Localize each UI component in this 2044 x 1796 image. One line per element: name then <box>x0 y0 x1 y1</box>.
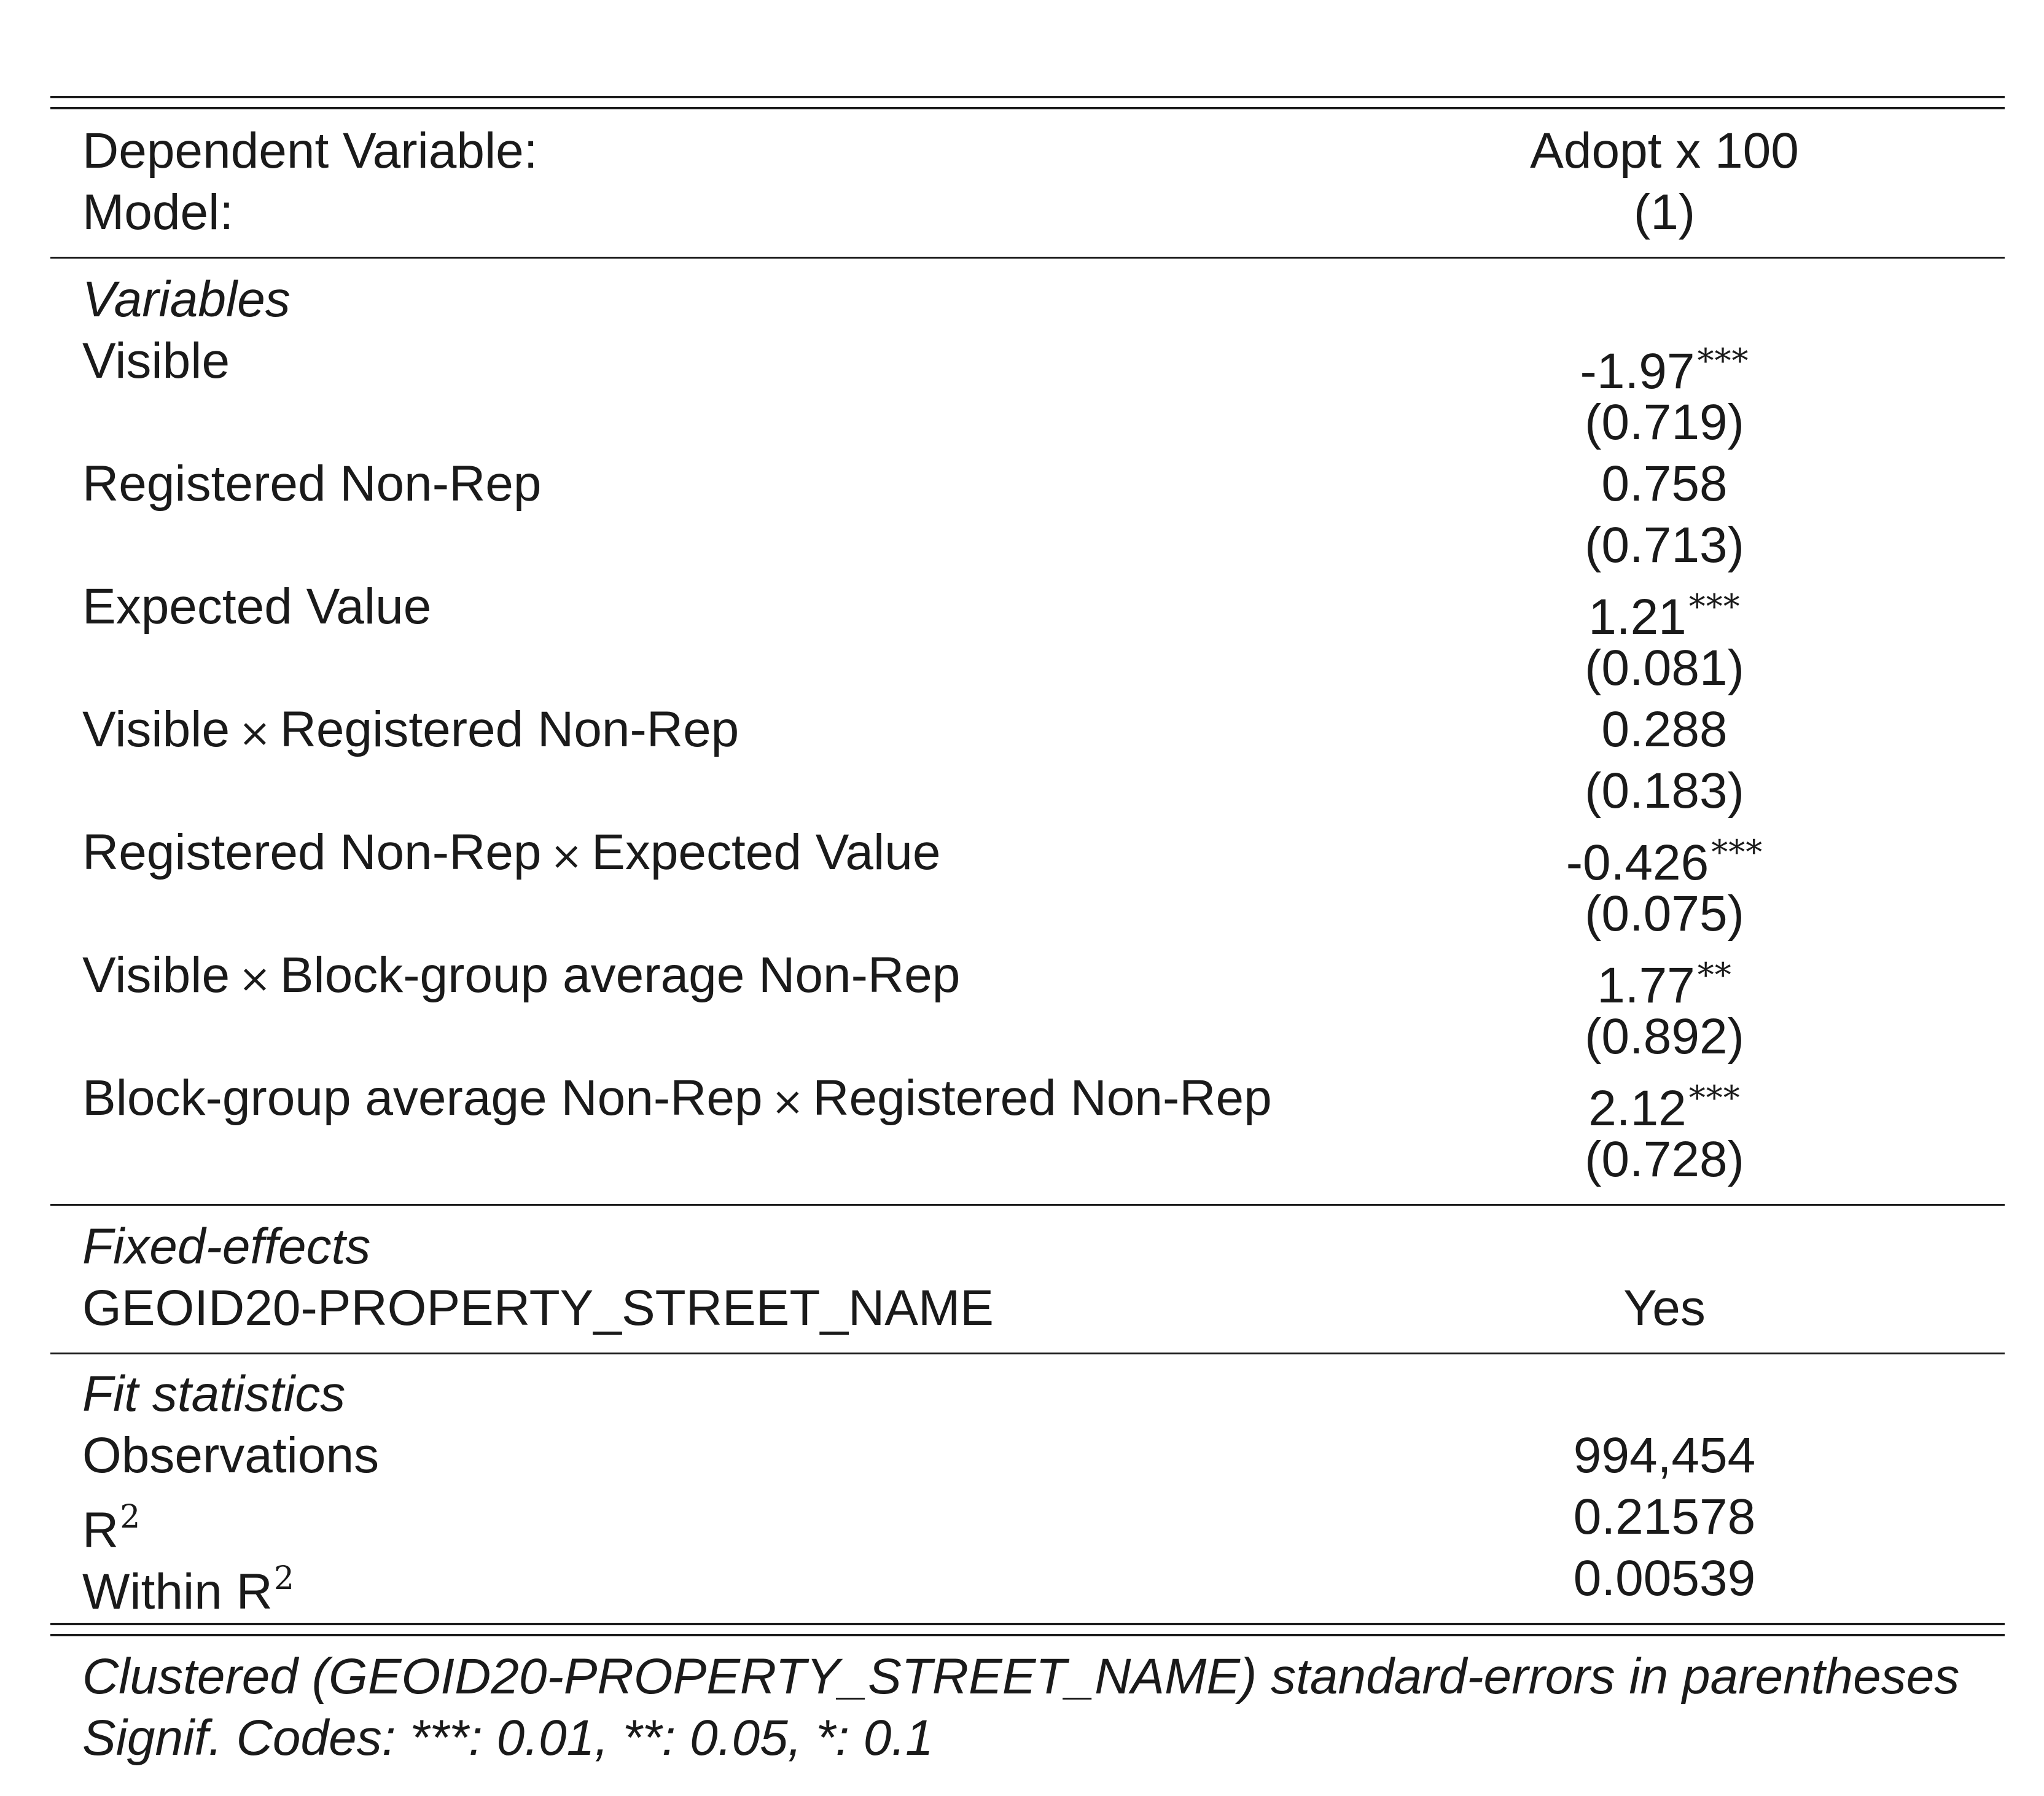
fit-statistics-section-row: Fit statistics <box>0 1364 2044 1425</box>
standard-error-row: (0.075) <box>0 883 2044 945</box>
coefficient-number: 0.288 <box>1601 701 1728 757</box>
coefficient-value: 1.77** <box>1597 945 1732 1017</box>
r2-value: 0.21578 <box>1573 1489 1756 1545</box>
standard-error-value: (0.075) <box>1585 886 1744 942</box>
variable-label-part: Registered Non-Rep <box>82 824 542 880</box>
standard-error-value: (0.719) <box>1585 394 1744 450</box>
variable-label-part: Expected Value <box>591 824 941 880</box>
variable-label-part: Visible <box>82 947 230 1003</box>
significance-stars: *** <box>1697 342 1749 380</box>
coefficient-number: 1.77 <box>1597 958 1695 1013</box>
top-rule-2 <box>50 107 2005 109</box>
variable-row: Registered Non-Rep × Expected Value -0.426*… <box>0 822 2044 891</box>
variable-label: Visible × Block-group average Non-Rep <box>82 945 960 1010</box>
variable-label: Registered Non-Rep × Expected Value <box>82 822 940 887</box>
variable-row: Expected Value 1.21*** <box>0 576 2044 645</box>
fixed-effect-label: GEOID20-PROPERTY_STREET_NAME <box>82 1280 994 1336</box>
within-r2-label: Within R2 <box>82 1548 294 1623</box>
bottom-rule-1 <box>50 1623 2005 1625</box>
standard-error-value: (0.892) <box>1585 1009 1744 1064</box>
variable-label-part: Expected Value <box>82 579 432 634</box>
coefficient-number: -0.426 <box>1566 835 1709 891</box>
dependent-variable-value: Adopt x 100 <box>1530 123 1799 179</box>
coefficient-value: 0.288 <box>1601 699 1727 760</box>
coefficient-number: 1.21 <box>1588 589 1687 645</box>
coefficient-number: 0.758 <box>1601 456 1728 512</box>
observations-label: Observations <box>82 1427 380 1483</box>
fixed-effects-section-row: Fixed-effects <box>0 1216 2044 1278</box>
standard-error-row: (0.183) <box>0 760 2044 822</box>
standard-error-row: (0.892) <box>0 1006 2044 1068</box>
variable-label: Registered Non-Rep <box>82 453 542 515</box>
variable-label: Visible × Registered Non-Rep <box>82 699 739 764</box>
significance-stars: *** <box>1711 833 1763 872</box>
variables-section-row: Variables <box>0 269 2044 330</box>
significance-stars: *** <box>1688 587 1741 626</box>
variable-row: Registered Non-Rep 0.758 <box>0 453 2044 515</box>
standard-error-row: (0.719) <box>0 392 2044 453</box>
variable-row: Visible -1.97*** <box>0 330 2044 399</box>
coefficient-value: 2.12*** <box>1588 1068 1741 1139</box>
significance-stars: ** <box>1697 956 1732 994</box>
r2-label: R2 <box>82 1486 140 1561</box>
coefficient-value: 0.758 <box>1601 453 1727 515</box>
coefficient-value: -0.426*** <box>1566 822 1763 894</box>
variable-label-part: Registered Non-Rep <box>813 1070 1272 1126</box>
standard-error-value: (0.728) <box>1585 1131 1744 1187</box>
standard-error-value: (0.081) <box>1585 640 1744 696</box>
model-value: (1) <box>1633 184 1696 240</box>
r2-superscript: 2 <box>120 1499 141 1536</box>
standard-error-row: (0.713) <box>0 515 2044 576</box>
significance-codes-note: Signif. Codes: ***: 0.01, **: 0.05, *: 0… <box>82 1710 934 1766</box>
standard-error-value: (0.183) <box>1585 763 1744 819</box>
header-rule <box>50 257 2005 259</box>
fixed-effect-row: GEOID20-PROPERTY_STREET_NAME Yes <box>0 1278 2044 1339</box>
top-rule-1 <box>50 96 2005 98</box>
variables-section-title: Variables <box>82 271 291 327</box>
observations-row: Observations 994,454 <box>0 1425 2044 1486</box>
variable-label-part: Block-group average Non-Rep <box>279 947 961 1003</box>
within-r2-label-text: Within R <box>82 1564 273 1620</box>
observations-value: 994,454 <box>1573 1427 1756 1483</box>
within-r2-row: Within R2 0.00539 <box>0 1548 2044 1620</box>
standard-error-value: (0.713) <box>1585 517 1744 573</box>
variable-label: Block-group average Non-Rep × Registered N… <box>82 1068 1272 1133</box>
interaction-symbol: × <box>550 834 583 879</box>
variable-label-part: Visible <box>82 701 230 757</box>
variable-label-part: Registered Non-Rep <box>279 701 739 757</box>
standard-error-row: (0.081) <box>0 638 2044 699</box>
header-model-row: Model: (1) <box>0 182 2044 243</box>
variable-label-part: Visible <box>82 333 230 389</box>
fit-statistics-section-title: Fit statistics <box>82 1366 346 1422</box>
r2-label-text: R <box>82 1502 119 1558</box>
variable-row: Visible × Registered Non-Rep 0.288 <box>0 699 2044 760</box>
variables-rule <box>50 1204 2005 1206</box>
variable-label: Visible <box>82 330 230 392</box>
interaction-symbol: × <box>771 1079 805 1125</box>
significance-stars: *** <box>1688 1079 1741 1117</box>
r2-row: R2 0.21578 <box>0 1486 2044 1558</box>
variable-row: Visible × Block-group average Non-Rep 1.77*… <box>0 945 2044 1013</box>
variable-label: Expected Value <box>82 576 431 638</box>
variable-label-part: Block-group average Non-Rep <box>82 1070 763 1126</box>
coefficient-number: 2.12 <box>1588 1080 1687 1136</box>
fixed-effects-rule <box>50 1353 2005 1354</box>
dependent-variable-label: Dependent Variable: <box>82 123 538 179</box>
fixed-effect-value: Yes <box>1623 1280 1706 1336</box>
standard-errors-note: Clustered (GEOID20-PROPERTY_STREET_NAME)… <box>82 1649 1960 1704</box>
coefficient-value: 1.21*** <box>1588 576 1741 648</box>
variable-label-part: Registered Non-Rep <box>82 456 542 512</box>
variable-row: Block-group average Non-Rep × Registered N… <box>0 1068 2044 1136</box>
coefficient-number: -1.97 <box>1580 343 1695 399</box>
header-dependent-row: Dependent Variable: Adopt x 100 <box>0 120 2044 182</box>
model-label: Model: <box>82 184 234 240</box>
interaction-symbol: × <box>238 956 271 1002</box>
bottom-rule-2 <box>50 1634 2005 1636</box>
standard-error-row: (0.728) <box>0 1129 2044 1190</box>
fixed-effects-section-title: Fixed-effects <box>82 1219 371 1275</box>
coefficient-value: -1.97*** <box>1580 330 1749 402</box>
interaction-symbol: × <box>238 711 271 756</box>
within-r2-value: 0.00539 <box>1573 1550 1756 1606</box>
within-r2-superscript: 2 <box>273 1560 294 1597</box>
